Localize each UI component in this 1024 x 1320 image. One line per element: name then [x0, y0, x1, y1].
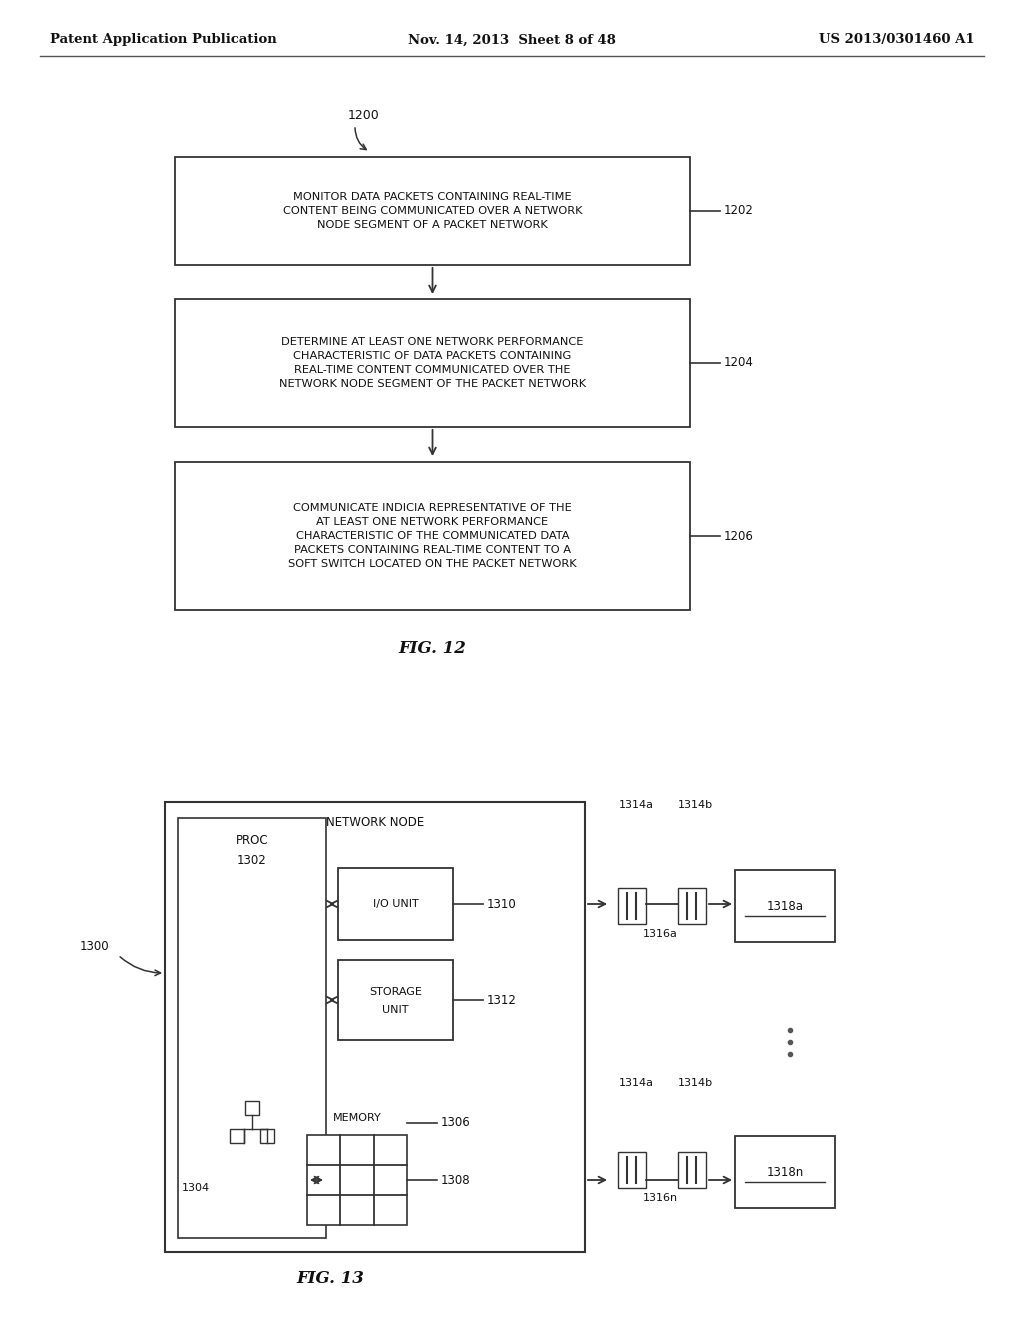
Text: I/O UNIT: I/O UNIT [373, 899, 419, 909]
Text: 1314b: 1314b [678, 1078, 713, 1088]
Text: 1306: 1306 [441, 1117, 471, 1130]
Text: Nov. 14, 2013  Sheet 8 of 48: Nov. 14, 2013 Sheet 8 of 48 [408, 33, 616, 46]
Bar [338, 960, 453, 1040]
Bar [735, 1137, 835, 1208]
Text: NETWORK NODE: NETWORK NODE [326, 816, 424, 829]
Text: 1314a: 1314a [618, 1078, 653, 1088]
Text: 1314b: 1314b [678, 800, 713, 810]
Bar [178, 818, 326, 1238]
Text: US 2013/0301460 A1: US 2013/0301460 A1 [819, 33, 975, 46]
Bar [338, 869, 453, 940]
Text: 1200: 1200 [348, 110, 380, 121]
Text: 1316n: 1316n [642, 1193, 678, 1203]
Text: DETERMINE AT LEAST ONE NETWORK PERFORMANCE
CHARACTERISTIC OF DATA PACKETS CONTAI: DETERMINE AT LEAST ONE NETWORK PERFORMAN… [279, 337, 586, 389]
Bar [307, 1135, 407, 1225]
Bar [678, 888, 706, 924]
Bar [175, 157, 690, 265]
Text: PROC: PROC [236, 834, 268, 847]
Text: MEMORY: MEMORY [333, 1113, 381, 1123]
Bar [735, 870, 835, 942]
Bar [618, 1152, 646, 1188]
Text: 1302: 1302 [238, 854, 267, 867]
Text: UNIT: UNIT [382, 1005, 409, 1015]
Bar [175, 300, 690, 426]
Text: 1304: 1304 [182, 1183, 210, 1193]
Text: 1314a: 1314a [618, 800, 653, 810]
Text: Patent Application Publication: Patent Application Publication [50, 33, 276, 46]
Text: 1310: 1310 [487, 898, 517, 911]
Bar [245, 1101, 259, 1115]
Text: 1300: 1300 [80, 940, 110, 953]
Text: 1312: 1312 [487, 994, 517, 1006]
Bar [175, 462, 690, 610]
Text: FIG. 12: FIG. 12 [398, 640, 466, 657]
Text: 1202: 1202 [724, 205, 754, 218]
Text: 1204: 1204 [724, 356, 754, 370]
Text: STORAGE: STORAGE [369, 987, 422, 997]
Bar [260, 1129, 274, 1143]
Text: 1318n: 1318n [766, 1166, 804, 1179]
Bar [230, 1129, 244, 1143]
Text: 1318a: 1318a [767, 899, 804, 912]
Bar [165, 803, 585, 1251]
Text: FIG. 13: FIG. 13 [296, 1270, 364, 1287]
Text: 1316a: 1316a [643, 929, 678, 939]
Text: COMMUNICATE INDICIA REPRESENTATIVE OF THE
AT LEAST ONE NETWORK PERFORMANCE
CHARA: COMMUNICATE INDICIA REPRESENTATIVE OF TH… [288, 503, 577, 569]
Bar [618, 888, 646, 924]
Text: MONITOR DATA PACKETS CONTAINING REAL-TIME
CONTENT BEING COMMUNICATED OVER A NETW: MONITOR DATA PACKETS CONTAINING REAL-TIM… [283, 191, 583, 230]
Text: 1308: 1308 [441, 1173, 471, 1187]
Bar [678, 1152, 706, 1188]
Text: 1206: 1206 [724, 529, 754, 543]
